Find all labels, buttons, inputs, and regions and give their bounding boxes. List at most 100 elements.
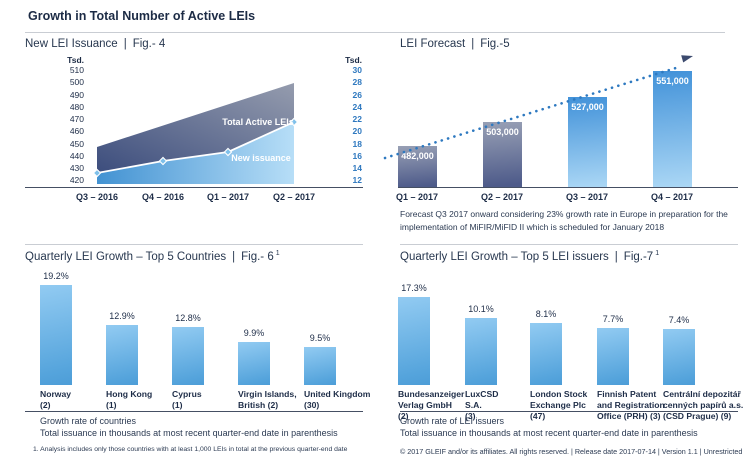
axis-tick: 440 [69,150,84,161]
data-point-marker [158,156,168,166]
fig4-right-axis-ticks: 30 28 26 24 22 20 18 16 14 12 [336,66,362,185]
total-active-leis-area [97,83,294,173]
fig7-bar-label: 7.4% [668,315,690,325]
fig6-title-text: Quarterly LEI Growth – Top 5 Countries [25,250,227,263]
category-line: British (2) [238,400,279,411]
axis-tick: 490 [69,89,84,100]
fig5-panel-title: LEI Forecast | Fig.-5 [400,38,510,50]
fig6-section-divider [25,244,363,245]
category-line: cenných papírů a.s. [663,400,744,411]
fig5-bar-q4-2017-forecast: 551,000 [653,71,692,187]
axis-tick: 28 [352,77,362,88]
fig4-x-label: Q1 – 2017 [206,192,250,202]
fig6-bar-hong-kong [106,325,138,385]
fig7-bar-label: 7.7% [602,314,624,324]
fig7-bar-csd-prague [663,329,695,385]
fig5-caption: Forecast Q3 2017 onward considering 23% … [400,208,728,234]
category-line: (1) [172,400,183,411]
axis-tick: 420 [69,175,84,186]
fig4-left-axis-unit: Tsd. [67,55,84,65]
fig7-bar-label: 17.3% [401,283,427,293]
category-line: (3) [465,411,476,422]
fig7-category-label: Centrální depozitář cenných papírů a.s. … [663,389,743,423]
fig7-bar-london-stock-exchange [530,323,562,385]
axis-tick: 480 [69,101,84,112]
category-line: Hong Kong [106,389,153,399]
category-line: S.A. [465,400,482,411]
axis-tick: 24 [352,101,362,112]
axis-tick: 470 [69,114,84,125]
fig6-footnote-marker: 1 [275,250,280,257]
fig5-x-label: Q4 – 2017 [650,192,694,202]
category-line: London Stock [530,389,588,399]
axis-tick: 16 [352,150,362,161]
fig7-bar-finnish-prh [597,328,629,385]
category-line: Virgin Islands, [238,389,297,399]
bar-value-label: 527,000 [571,102,604,112]
category-line: Bundesanzeiger [398,389,465,399]
data-point-marker [92,168,102,178]
fig6-panel-title: Quarterly LEI Growth – Top 5 Countries | F… [25,250,280,263]
fig4-x-label: Q3 – 2016 [75,192,119,202]
axis-tick: 510 [69,65,84,75]
category-line: Finnish Patent [597,389,657,399]
bar-value-label: 482,000 [401,151,434,161]
fig4-fig-label: Fig.- 4 [132,38,166,50]
fig5-title-text: LEI Forecast [400,38,466,50]
trend-arrow-head [681,55,693,63]
category-line: (2) [40,400,51,411]
category-line: (1) [106,400,117,411]
axis-tick: 22 [352,114,362,125]
fig5-bar-q2-2017: 503,000 [483,122,522,187]
page-title: Growth in Total Number of Active LEIs [28,9,256,23]
fig6-bar-label: 9.9% [243,328,265,338]
fig4-title-separator: | [123,38,127,50]
fig6-category-label: Virgin Islands, British (2) [238,389,297,411]
axis-tick: 450 [69,138,84,149]
data-point-marker [223,147,233,157]
fig7-title-text: Quarterly LEI Growth – Top 5 LEI issuers [400,250,609,263]
fig6-bar-label: 12.9% [109,311,135,321]
series-label-new-issuance: New issuance [231,153,291,163]
fig5-x-axis-line [398,187,738,189]
fig7-title-separator: | [614,250,618,263]
fig4-right-axis-unit: Tsd. [345,55,362,65]
data-point-marker [289,117,299,127]
fig4-title-text: New LEI Issuance [25,38,118,50]
fig6-caption-2: Total issuance in thousands at most rece… [40,428,338,438]
axis-tick: 26 [352,89,362,100]
category-line: Office (PRH) (3) [597,411,661,422]
bar-value-label: 503,000 [486,127,519,137]
fig6-bar-label: 19.2% [43,271,69,281]
fig6-bar-label: 12.8% [175,313,201,323]
category-line: and Registration [597,400,665,411]
dotted-trend-line [383,65,681,160]
fig4-left-axis-ticks: 510 500 490 480 470 460 450 440 430 420 [56,66,84,185]
fig7-category-label: Finnish Patent and Registration Office (… [597,389,665,423]
document-footer: © 2017 GLEIF and/or its affiliates. All … [400,447,743,456]
fig5-x-label: Q1 – 2017 [395,192,439,202]
series-label-total-active-leis: Total Active LEIs [222,117,294,127]
category-line: (30) [304,400,320,411]
fig6-bar-label: 9.5% [309,333,331,343]
fig6-category-label: Norway (2) [40,389,71,411]
axis-tick: 20 [352,126,362,137]
axis-tick: 12 [352,175,362,186]
axis-tick: 30 [352,65,362,75]
fig7-caption-2: Total issuance in thousands at most rece… [400,428,698,438]
category-line: (2) [398,411,409,422]
fig7-bar-label: 10.1% [468,304,494,314]
header-divider [25,32,725,33]
fig7-fig-label: Fig.-7 [623,250,654,263]
fig6-caption-divider [25,411,363,413]
fig6-bar-united-kingdom [304,347,336,385]
fig5-title-separator: | [471,38,475,50]
fig5-trendline [383,55,693,160]
axis-tick: 430 [69,163,84,174]
fig4-panel-title: New LEI Issuance | Fig.- 4 [25,38,165,50]
category-line: Norway [40,389,72,399]
axis-tick: 14 [352,163,362,174]
fig7-category-label: LuxCSD S.A. (3) [465,389,498,423]
new-issuance-area [97,122,294,184]
